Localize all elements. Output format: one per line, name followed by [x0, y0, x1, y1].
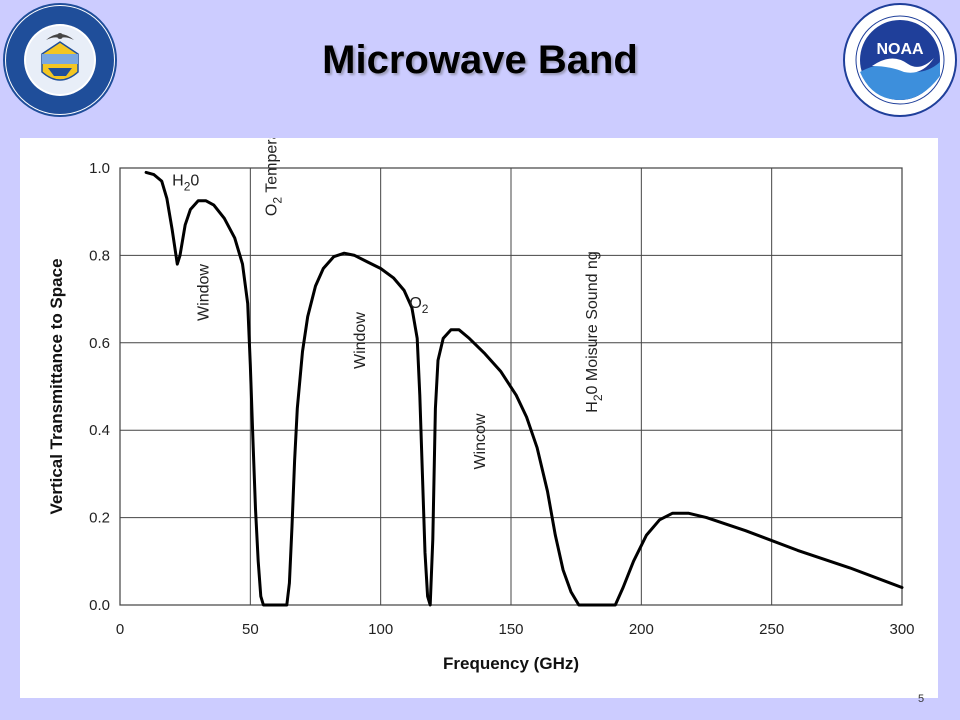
annotation-h20: H20	[172, 172, 199, 193]
x-tick-label: 100	[368, 621, 393, 638]
x-tick-label: 250	[759, 621, 784, 638]
transmittance-curve	[144, 170, 904, 607]
y-tick-label: 0.2	[89, 510, 110, 527]
y-tick-label: 0.6	[89, 335, 110, 352]
annotation-window-2: Window	[352, 312, 369, 369]
y-tick-label: 0.0	[89, 597, 110, 614]
department-of-commerce-seal	[2, 2, 118, 118]
x-tick-label: 150	[498, 621, 523, 638]
y-tick-label: 1.0	[89, 160, 110, 177]
annotation-o2-temperature: O2 Temperature	[263, 138, 284, 216]
chart-panel: 0 50 100 150 200 250 300 0.0 0.2 0.4 0.6 0.8 1.0 Freq…	[20, 103, 938, 698]
transmittance-chart: 0 50 100 150 200 250 300 0.0 0.2 0.4 0.6 0.8 1.0 Freq…	[47, 103, 915, 673]
annotation-window-1: Window	[196, 264, 213, 321]
x-tick-label: 300	[889, 621, 914, 638]
noaa-logo: NOAA	[842, 2, 958, 118]
noaa-logo-text: NOAA	[876, 41, 924, 58]
annotation-wincow: Wincow	[472, 413, 489, 469]
y-axis-label: Vertical Transmittance to Space	[47, 258, 66, 514]
annotation-h20-moisure-sound-ng: H20 Moisure Sound ng	[584, 251, 605, 412]
x-axis-label: Frequency (GHz)	[443, 654, 579, 673]
x-tick-label: 0	[116, 621, 124, 638]
annotation-o2: O2	[409, 295, 428, 316]
y-tick-label: 0.4	[89, 422, 110, 439]
x-tick-label: 50	[242, 621, 259, 638]
y-tick-label: 0.8	[89, 247, 110, 264]
slide-title: Microwave Band	[322, 38, 638, 82]
x-tick-label: 200	[629, 621, 654, 638]
slide-number: 5	[918, 693, 925, 705]
